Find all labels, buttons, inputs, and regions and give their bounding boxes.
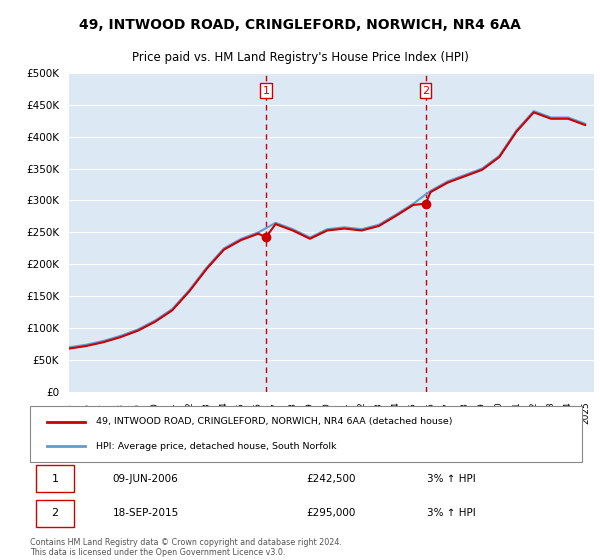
Text: 1: 1 bbox=[262, 86, 269, 96]
Text: 3% ↑ HPI: 3% ↑ HPI bbox=[427, 508, 476, 519]
Text: Contains HM Land Registry data © Crown copyright and database right 2024.
This d: Contains HM Land Registry data © Crown c… bbox=[30, 538, 342, 557]
FancyBboxPatch shape bbox=[30, 406, 582, 462]
Text: £242,500: £242,500 bbox=[306, 474, 355, 484]
Text: 3% ↑ HPI: 3% ↑ HPI bbox=[427, 474, 476, 484]
Text: 2: 2 bbox=[422, 86, 429, 96]
Text: £295,000: £295,000 bbox=[306, 508, 355, 519]
Text: 18-SEP-2015: 18-SEP-2015 bbox=[113, 508, 179, 519]
Text: 49, INTWOOD ROAD, CRINGLEFORD, NORWICH, NR4 6AA (detached house): 49, INTWOOD ROAD, CRINGLEFORD, NORWICH, … bbox=[96, 417, 453, 426]
Text: 49, INTWOOD ROAD, CRINGLEFORD, NORWICH, NR4 6AA: 49, INTWOOD ROAD, CRINGLEFORD, NORWICH, … bbox=[79, 18, 521, 32]
FancyBboxPatch shape bbox=[35, 465, 74, 492]
Text: HPI: Average price, detached house, South Norfolk: HPI: Average price, detached house, Sout… bbox=[96, 442, 337, 451]
Text: 2: 2 bbox=[51, 508, 58, 519]
Text: Price paid vs. HM Land Registry's House Price Index (HPI): Price paid vs. HM Land Registry's House … bbox=[131, 51, 469, 64]
FancyBboxPatch shape bbox=[35, 500, 74, 527]
Text: 1: 1 bbox=[52, 474, 58, 484]
Text: 09-JUN-2006: 09-JUN-2006 bbox=[113, 474, 179, 484]
